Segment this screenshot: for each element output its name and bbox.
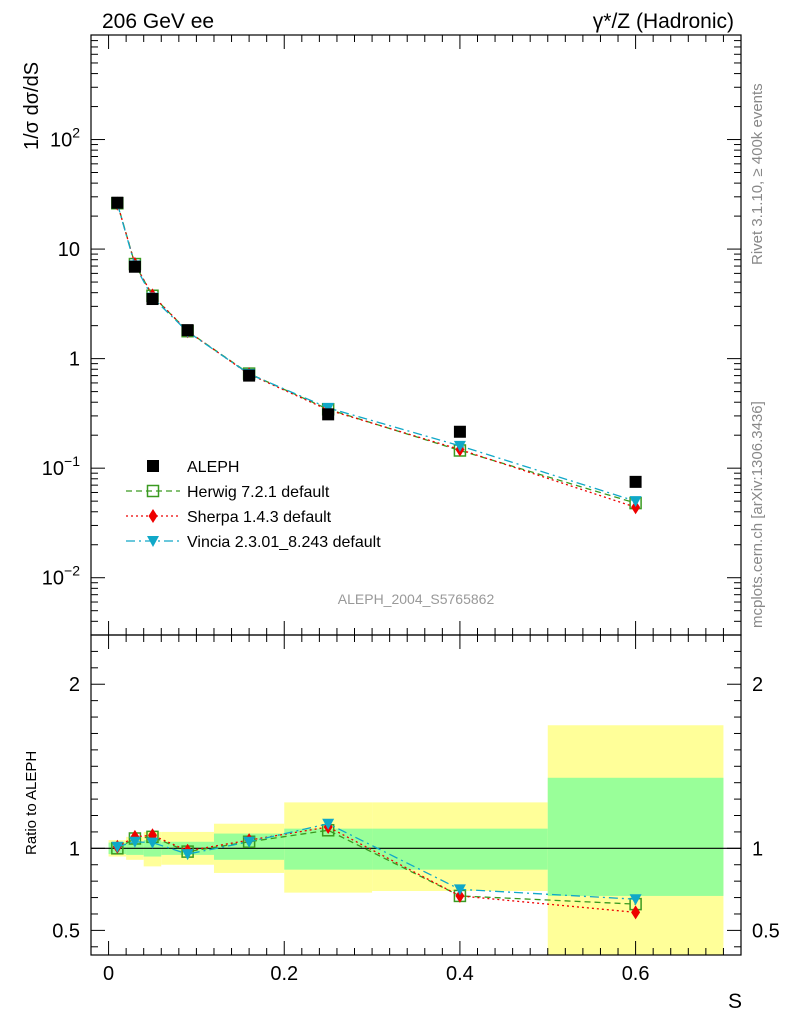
- ratio-y-axis-label: Ratio to ALEPH: [23, 751, 40, 855]
- y-tick-label: 10: [58, 239, 80, 261]
- ratio-y-tick-label-right: 1: [752, 838, 763, 860]
- aleph-point: [453, 425, 466, 438]
- ratio-y-tick-label: 2: [69, 674, 80, 696]
- ratio-y-tick-label-right: 2: [752, 674, 763, 696]
- y-tick-label: 1: [69, 349, 80, 371]
- analysis-watermark: ALEPH_2004_S5765862: [338, 591, 495, 607]
- x-axis-label: S: [728, 990, 742, 1013]
- vincia-ratio-point: [128, 836, 141, 848]
- sherpa-ratio-point: [631, 905, 641, 920]
- y-tick-label: 10−2: [42, 563, 80, 590]
- vincia-ratio-point: [181, 849, 194, 861]
- x-tick-label: 0.4: [446, 963, 474, 985]
- main-plot-area: 10−2 10−1 1 10 102: [42, 34, 742, 636]
- vincia-ratio-point: [322, 818, 335, 830]
- vincia-ratio-point: [453, 884, 466, 896]
- aleph-point: [181, 324, 194, 337]
- aleph-point: [243, 369, 256, 382]
- vincia-point: [453, 440, 466, 452]
- legend-aleph-marker: [147, 460, 159, 472]
- vincia-ratio-point: [243, 836, 256, 848]
- vincia-ratio-point: [629, 894, 642, 906]
- y-tick-label: 102: [50, 125, 80, 152]
- aleph-point: [146, 293, 159, 306]
- ratio-inner-band-5: [284, 828, 373, 870]
- ratio-inner-band-6: [372, 828, 548, 870]
- herwig-line: [116, 203, 636, 504]
- aleph-point: [322, 408, 335, 421]
- legend: ALEPH Herwig 7.2.1 default Sherpa 1.4.3 de…: [126, 459, 381, 551]
- sherpa-ratio-point: [455, 888, 465, 903]
- legend-herwig-label: Herwig 7.2.1 default: [187, 484, 330, 501]
- vincia-ratio-point: [111, 841, 124, 853]
- energy-title: 206 GeV ee: [102, 10, 214, 33]
- legend-vincia-marker: [147, 536, 159, 547]
- ratio-frame: [90, 634, 742, 956]
- process-title: γ*/Z (Hadronic): [593, 10, 734, 33]
- main-y-axis-label: 1/σ dσ/dS: [21, 62, 43, 150]
- ratio-inner-band-7: [547, 777, 724, 896]
- legend-vincia-label: Vincia 2.3.01_8.243 default: [187, 534, 381, 551]
- vincia-ratio-point: [146, 837, 159, 849]
- ratio-y-tick-label: 0.5: [52, 920, 80, 942]
- x-tick-label: 0.2: [270, 963, 298, 985]
- vincia-point: [629, 496, 642, 508]
- mcplots-label: mcplots.cern.ch [arXiv:1306.3436]: [749, 401, 766, 628]
- aleph-point: [111, 196, 124, 209]
- ratio-plot-area: 0 0.2 0.4 0.6 0.5 0.5 1 1 2 2: [52, 634, 780, 985]
- vincia-line: [116, 203, 636, 502]
- rivet-version-label: Rivet 3.1.10, ≥ 400k events: [749, 83, 766, 265]
- sherpa-line: [116, 203, 636, 508]
- x-tick-label: 0: [103, 963, 114, 985]
- legend-sherpa-label: Sherpa 1.4.3 default: [187, 509, 332, 526]
- sherpa-point: [631, 500, 641, 515]
- aleph-point: [629, 475, 642, 488]
- aleph-point: [128, 260, 141, 273]
- y-tick-label: 10−1: [42, 453, 80, 480]
- ratio-y-tick-label-right: 0.5: [752, 920, 780, 942]
- x-tick-label: 0.6: [622, 963, 650, 985]
- legend-aleph-label: ALEPH: [187, 459, 239, 476]
- legend-herwig-marker: [146, 484, 160, 498]
- legend-sherpa-marker: [148, 509, 158, 523]
- ratio-y-tick-label: 1: [69, 838, 80, 860]
